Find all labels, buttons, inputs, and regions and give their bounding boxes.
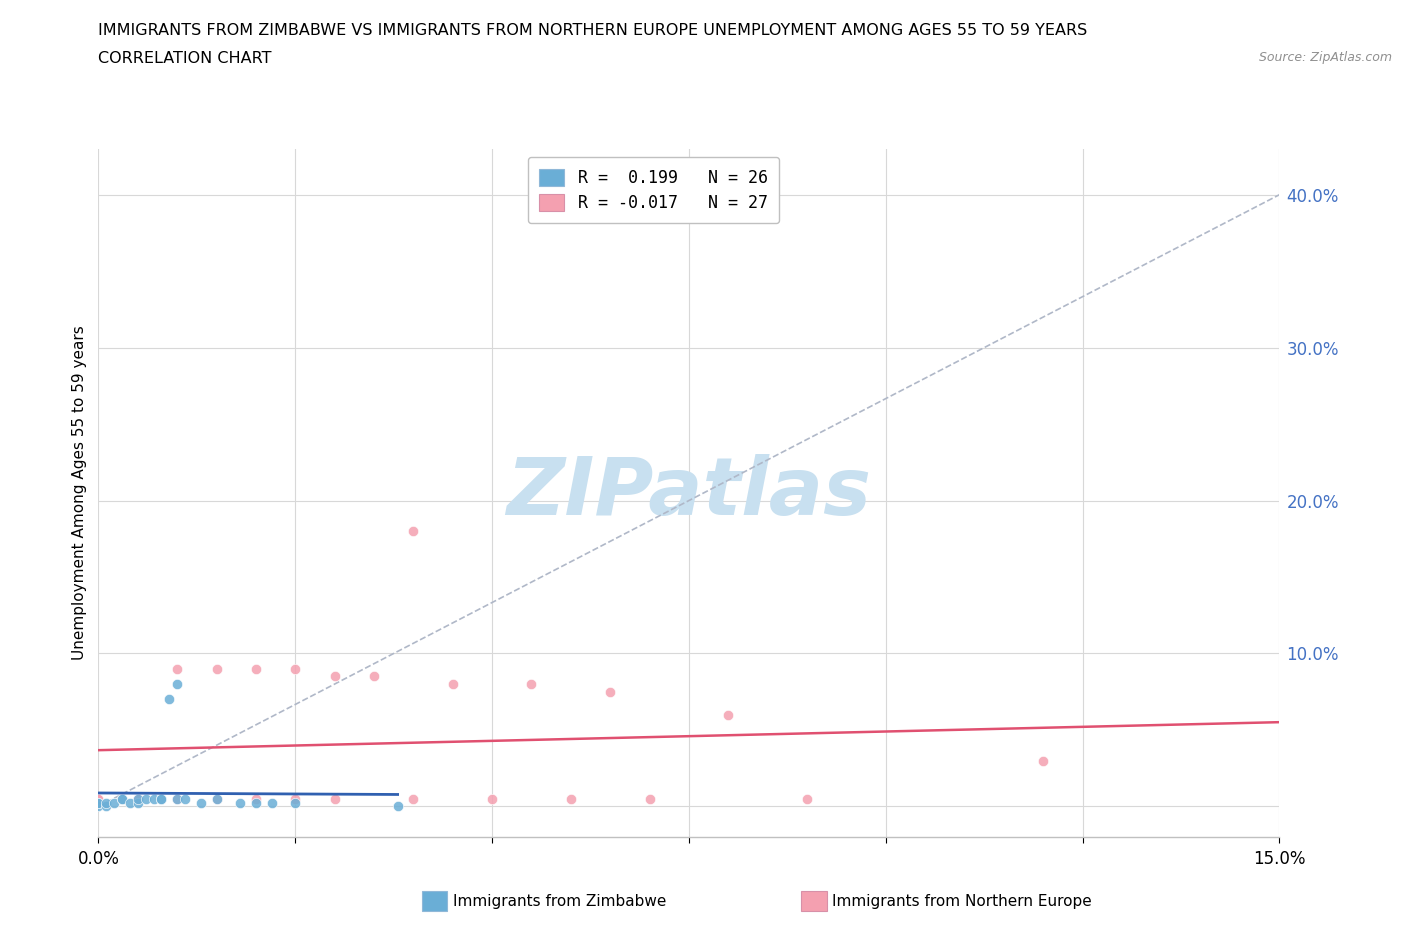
Point	[87, 791, 110, 806]
Point	[520, 677, 543, 692]
Point	[245, 796, 267, 811]
Point	[599, 684, 621, 699]
Point	[229, 796, 252, 811]
Point	[157, 692, 180, 707]
Text: Immigrants from Zimbabwe: Immigrants from Zimbabwe	[453, 894, 666, 909]
Point	[260, 796, 283, 811]
Point	[96, 799, 118, 814]
Point	[103, 796, 125, 811]
Text: CORRELATION CHART: CORRELATION CHART	[98, 51, 271, 66]
Point	[205, 791, 228, 806]
Point	[127, 791, 149, 806]
Point	[166, 791, 188, 806]
Point	[142, 791, 165, 806]
Point	[245, 791, 267, 806]
Point	[1032, 753, 1054, 768]
Point	[135, 791, 157, 806]
Text: ZIPatlas: ZIPatlas	[506, 454, 872, 532]
Point	[166, 677, 188, 692]
Point	[87, 791, 110, 806]
Point	[127, 791, 149, 806]
Point	[111, 791, 134, 806]
Y-axis label: Unemployment Among Ages 55 to 59 years: Unemployment Among Ages 55 to 59 years	[72, 326, 87, 660]
Point	[245, 661, 267, 676]
Text: Source: ZipAtlas.com: Source: ZipAtlas.com	[1258, 51, 1392, 64]
Point	[127, 791, 149, 806]
Point	[174, 791, 197, 806]
Point	[387, 799, 409, 814]
Point	[323, 669, 346, 684]
Point	[96, 796, 118, 811]
Point	[796, 791, 818, 806]
Point	[363, 669, 385, 684]
Point	[166, 791, 188, 806]
Point	[87, 796, 110, 811]
Point	[284, 661, 307, 676]
Point	[166, 661, 188, 676]
Point	[87, 791, 110, 806]
Text: IMMIGRANTS FROM ZIMBABWE VS IMMIGRANTS FROM NORTHERN EUROPE UNEMPLOYMENT AMONG A: IMMIGRANTS FROM ZIMBABWE VS IMMIGRANTS F…	[98, 23, 1088, 38]
Point	[481, 791, 503, 806]
Point	[402, 524, 425, 538]
Point	[441, 677, 464, 692]
Point	[402, 791, 425, 806]
Point	[150, 791, 173, 806]
Point	[205, 791, 228, 806]
Point	[87, 796, 110, 811]
Point	[638, 791, 661, 806]
Text: Immigrants from Northern Europe: Immigrants from Northern Europe	[832, 894, 1092, 909]
Point	[284, 796, 307, 811]
Point	[717, 707, 740, 722]
Point	[560, 791, 582, 806]
Point	[150, 791, 173, 806]
Legend: R =  0.199   N = 26, R = -0.017   N = 27: R = 0.199 N = 26, R = -0.017 N = 27	[527, 157, 779, 223]
Point	[111, 791, 134, 806]
Point	[323, 791, 346, 806]
Point	[127, 796, 149, 811]
Point	[118, 796, 141, 811]
Point	[205, 661, 228, 676]
Point	[87, 799, 110, 814]
Point	[284, 791, 307, 806]
Point	[190, 796, 212, 811]
